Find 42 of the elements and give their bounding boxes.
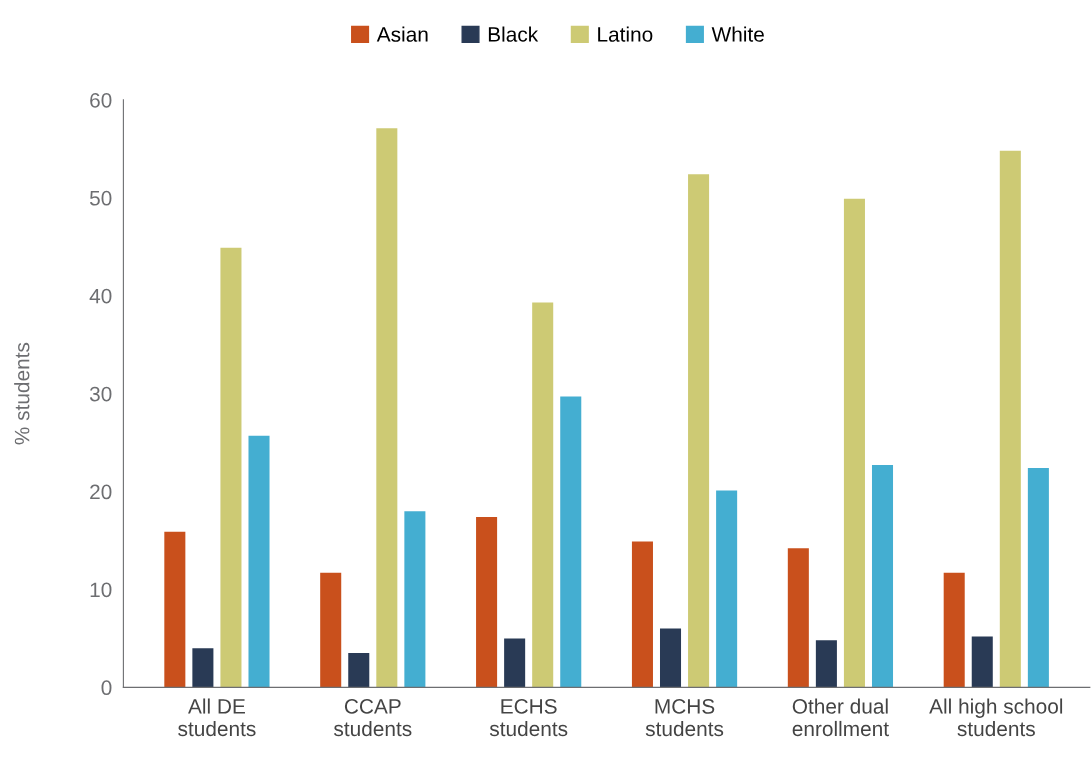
y-tick-label: 10 xyxy=(90,582,112,598)
y-tick-label: 50 xyxy=(89,190,112,206)
bar xyxy=(164,531,186,688)
x-tick-label: All high school students xyxy=(929,698,1063,737)
x-tick-label: ECHS students xyxy=(489,699,568,737)
bar xyxy=(220,247,242,688)
bar xyxy=(404,511,426,688)
legend-label: Asian xyxy=(376,26,428,42)
y-tick-label: 0 xyxy=(101,680,112,696)
bar xyxy=(716,490,738,688)
x-tick-label: Other dual enrollment xyxy=(792,698,889,737)
y-tick-label: 60 xyxy=(90,92,112,108)
bar xyxy=(631,541,653,688)
bar xyxy=(476,517,498,688)
y-tick-label: 20 xyxy=(90,484,112,500)
bar xyxy=(943,572,965,688)
bar xyxy=(787,548,809,688)
y-axis-title: % students xyxy=(14,342,30,445)
bar xyxy=(659,628,682,688)
legend-label: Black xyxy=(488,26,539,42)
bar xyxy=(248,435,270,688)
bar xyxy=(688,174,710,688)
bar xyxy=(843,198,865,688)
bar xyxy=(1027,468,1049,688)
bar xyxy=(532,302,554,688)
bar xyxy=(871,465,894,688)
bar xyxy=(999,150,1021,688)
bar xyxy=(971,636,993,688)
legend-label: Latino xyxy=(598,26,653,42)
bar xyxy=(320,572,342,688)
bar xyxy=(192,648,214,688)
bar xyxy=(348,653,370,688)
x-tick-label: All DE students xyxy=(178,698,256,737)
y-tick-label: 30 xyxy=(89,386,112,402)
bar xyxy=(560,396,582,688)
legend-label: White xyxy=(711,26,764,42)
x-tick-label: CCAP students xyxy=(334,699,412,737)
y-tick-label: 40 xyxy=(89,288,112,304)
bar xyxy=(815,640,837,688)
bar xyxy=(504,638,526,688)
x-tick-label: MCHS students xyxy=(645,699,724,737)
bar xyxy=(376,128,398,688)
